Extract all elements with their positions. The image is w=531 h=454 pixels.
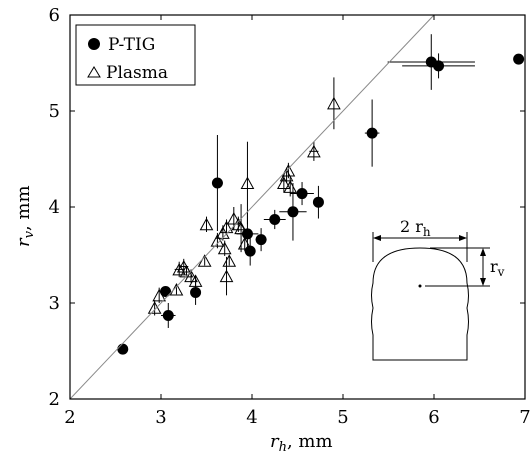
data-point — [433, 60, 445, 72]
data-point — [255, 234, 267, 246]
data-point — [117, 343, 129, 355]
legend-label-plasma: Plasma — [106, 63, 168, 83]
x-axis-sub: h — [279, 440, 287, 454]
width-arrow-left — [373, 235, 381, 241]
data-point — [327, 96, 341, 110]
data-point — [172, 262, 187, 276]
x-tick-label: 4 — [246, 407, 257, 428]
y-axis-var: r — [13, 237, 34, 247]
legend-label-ptig: P-TIG — [108, 35, 155, 55]
bead-outline — [371, 247, 469, 361]
x-tick-label: 6 — [428, 407, 439, 428]
data-point — [244, 245, 256, 257]
bead-cross-section-inset: 2 rh rv — [371, 217, 505, 361]
plot-frame — [69, 14, 526, 400]
width-arrow-right — [459, 235, 467, 241]
data-point — [222, 254, 237, 267]
y-axis-title: rv, mm — [13, 185, 37, 247]
data-point — [190, 286, 202, 298]
data-point — [366, 127, 378, 139]
height-dim-label: rv — [490, 257, 505, 279]
reference-line — [69, 14, 435, 400]
data-point — [296, 188, 308, 200]
x-axis-unit: , mm — [287, 431, 333, 452]
data-point — [226, 211, 241, 225]
data-point — [287, 206, 299, 218]
x-axis-title: rh, mm — [270, 431, 333, 454]
y-tick-label: 3 — [49, 293, 60, 314]
data-point — [147, 301, 162, 314]
height-dim-text: r — [490, 257, 498, 276]
data-point — [312, 196, 324, 208]
y-axis-sub: v — [22, 230, 37, 238]
data-point — [184, 269, 198, 283]
series-layer — [117, 34, 525, 355]
x-tick-label: 2 — [64, 407, 75, 428]
y-tick-label: 5 — [49, 101, 60, 122]
data-point — [217, 241, 232, 255]
legend-marker-ptig — [88, 38, 100, 50]
data-point — [283, 180, 298, 193]
x-tick-label: 3 — [155, 407, 166, 428]
data-point — [240, 176, 255, 189]
bead-center-dot — [418, 284, 422, 288]
data-point — [219, 220, 234, 234]
data-point — [237, 236, 252, 250]
width-dim-text: 2 r — [400, 217, 423, 236]
y-tick-label: 4 — [49, 197, 60, 218]
width-dim-label: 2 rh — [400, 217, 431, 239]
width-dim-sub: h — [423, 225, 431, 239]
height-arrow-top — [480, 248, 486, 256]
height-arrow-bottom — [480, 278, 486, 286]
data-point — [152, 288, 167, 302]
legend-marker-plasma — [87, 66, 101, 78]
y-axis-unit: , mm — [13, 185, 34, 231]
series-plasma — [147, 77, 341, 316]
legend: P-TIG Plasma — [75, 24, 196, 86]
series-p-tig — [117, 34, 525, 355]
data-point — [211, 177, 223, 189]
x-tick-label: 5 — [337, 407, 348, 428]
data-point — [513, 53, 525, 65]
data-point — [269, 213, 281, 225]
data-point — [188, 274, 203, 287]
y-tick-label: 6 — [49, 5, 60, 26]
data-point — [234, 221, 248, 235]
y-tick-label: 2 — [49, 389, 60, 410]
data-point — [307, 144, 321, 158]
data-point — [199, 217, 214, 231]
x-axis-var: r — [270, 431, 280, 452]
data-point — [219, 269, 234, 283]
data-point — [279, 168, 294, 182]
height-dim-sub: v — [497, 265, 505, 279]
x-tick-label: 7 — [519, 407, 530, 428]
data-point — [281, 163, 296, 177]
data-point — [160, 285, 172, 297]
tick-labels: 2 3 4 5 6 7 2 3 4 5 6 — [49, 5, 531, 428]
data-point — [162, 309, 174, 321]
